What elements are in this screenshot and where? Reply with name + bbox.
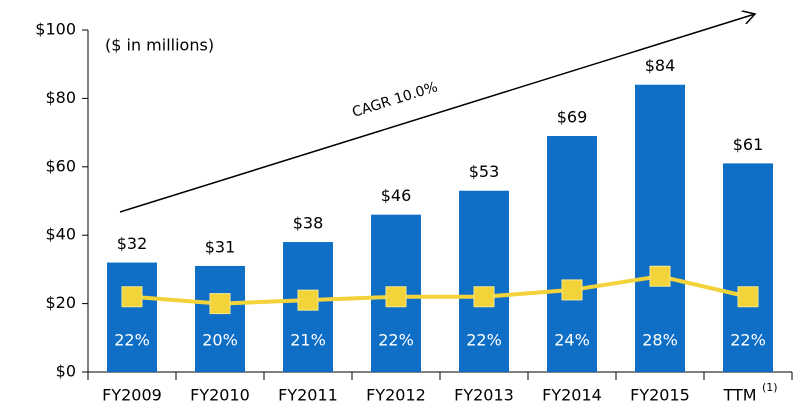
cagr-arrow bbox=[119, 14, 755, 213]
bar-value-label: $38 bbox=[293, 214, 324, 233]
x-tick-label: FY2010 bbox=[190, 386, 250, 405]
y-tick-label: $0 bbox=[56, 362, 76, 381]
bar-value-label: $61 bbox=[733, 135, 764, 154]
line-marker bbox=[121, 286, 143, 308]
bar bbox=[195, 265, 245, 372]
x-tick-label: FY2011 bbox=[278, 386, 338, 405]
x-tick-label: FY2015 bbox=[630, 386, 690, 405]
line-marker bbox=[561, 279, 583, 301]
bar bbox=[723, 163, 773, 372]
x-tick-label: FY2013 bbox=[454, 386, 514, 405]
line-marker bbox=[297, 289, 319, 311]
bar-value-label: $32 bbox=[117, 234, 148, 253]
percent-label: 28% bbox=[642, 331, 678, 350]
y-tick-label: $60 bbox=[45, 156, 76, 175]
y-tick-label: $100 bbox=[35, 20, 76, 39]
cagr-label: CAGR 10.0% bbox=[350, 79, 439, 121]
percent-label: 22% bbox=[378, 331, 414, 350]
percent-label: 21% bbox=[290, 331, 326, 350]
percent-label: 20% bbox=[202, 331, 238, 350]
bar bbox=[107, 262, 157, 372]
bar-value-label: $46 bbox=[381, 186, 412, 205]
x-tick-label: FY2012 bbox=[366, 386, 426, 405]
line-marker bbox=[649, 265, 671, 287]
x-tick-label: TTM bbox=[722, 386, 756, 405]
line-marker bbox=[209, 293, 231, 315]
bar-value-label: $53 bbox=[469, 162, 500, 181]
line-marker bbox=[473, 286, 495, 308]
bar-value-label: $84 bbox=[645, 56, 676, 75]
x-tick-label: FY2009 bbox=[102, 386, 162, 405]
y-tick-label: $20 bbox=[45, 293, 76, 312]
units-note: ($ in millions) bbox=[105, 36, 214, 55]
percent-label: 24% bbox=[554, 331, 590, 350]
line-marker bbox=[737, 286, 759, 308]
bar-value-label: $31 bbox=[205, 237, 236, 256]
bar bbox=[459, 190, 509, 372]
percent-label: 22% bbox=[466, 331, 502, 350]
bar bbox=[635, 84, 685, 372]
y-tick-label: $80 bbox=[45, 88, 76, 107]
bar bbox=[547, 136, 597, 372]
category-footnote: (1) bbox=[762, 381, 778, 394]
percent-label: 22% bbox=[114, 331, 150, 350]
bar-value-label: $69 bbox=[557, 108, 588, 127]
x-tick-label: FY2014 bbox=[542, 386, 602, 405]
line bbox=[131, 274, 749, 306]
line-marker bbox=[385, 286, 407, 308]
percent-label: 22% bbox=[730, 331, 766, 350]
y-tick-label: $40 bbox=[45, 225, 76, 244]
